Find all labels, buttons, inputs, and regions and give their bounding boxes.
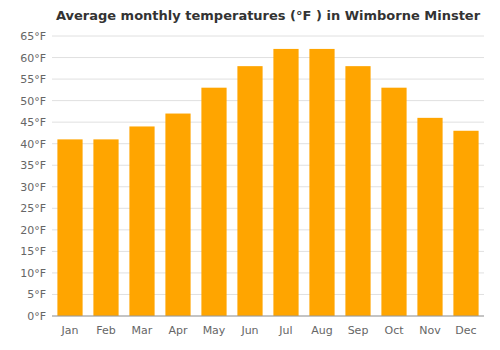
x-tick-label: Jun	[240, 324, 258, 337]
grid-line	[52, 79, 484, 80]
grid-line	[52, 100, 484, 101]
y-tick-label: 55°F	[20, 73, 46, 86]
grid-line	[52, 57, 484, 58]
y-tick-label: 45°F	[20, 116, 46, 129]
x-tick-label: Mar	[132, 324, 153, 337]
bar	[165, 114, 190, 316]
bar	[453, 131, 478, 316]
y-axis: 0°F 5°F 10°F 15°F 20°F 25°F 30°F 35°F 40°F 45°F 50…	[20, 30, 484, 323]
x-tick-label: Apr	[168, 324, 188, 337]
y-tick-label: 35°F	[20, 159, 46, 172]
y-tick-label: 65°F	[20, 30, 46, 43]
bar	[309, 49, 334, 316]
y-tick-label: 15°F	[20, 245, 46, 258]
bar	[345, 66, 370, 316]
x-tick-label: Aug	[311, 324, 332, 337]
bars	[57, 49, 478, 316]
y-tick-label: 25°F	[20, 202, 46, 215]
chart-svg: Average monthly temperatures (°F ) in Wi…	[0, 0, 500, 350]
x-tick-label: Jul	[278, 324, 292, 337]
grid-line	[52, 36, 484, 37]
x-tick-label: Oct	[384, 324, 404, 337]
y-tick-label: 40°F	[20, 138, 46, 151]
title: Average monthly temperatures (°F ) in Wi…	[56, 8, 481, 23]
y-tick-label: 20°F	[20, 224, 46, 237]
bar	[129, 126, 154, 316]
y-tick-label: 60°F	[20, 52, 46, 65]
x-tick-label: Sep	[348, 324, 369, 337]
y-tick-label: 10°F	[20, 267, 46, 280]
x-tick-label: Jan	[61, 324, 79, 337]
x-axis-line	[52, 316, 484, 317]
x-tick-label: May	[203, 324, 226, 337]
x-axis: Jan Feb Mar Apr May Jun Jul Aug Sep Oct Nov Dec	[61, 324, 477, 337]
y-tick-label: 30°F	[20, 181, 46, 194]
bar	[57, 139, 82, 316]
y-tick-label: 50°F	[20, 95, 46, 108]
x-tick-label: Dec	[455, 324, 476, 337]
y-tick-label: 0°F	[27, 310, 46, 323]
bar	[93, 139, 118, 316]
bar	[381, 88, 406, 316]
grid-line	[52, 316, 484, 317]
chart-container: Average monthly temperatures (°F ) in Wi…	[0, 0, 500, 350]
x-tick-label: Nov	[419, 324, 441, 337]
x-tick-label: Feb	[96, 324, 115, 337]
bar	[237, 66, 262, 316]
bar	[417, 118, 442, 316]
bar	[273, 49, 298, 316]
y-tick-label: 5°F	[27, 288, 46, 301]
bar	[201, 88, 226, 316]
